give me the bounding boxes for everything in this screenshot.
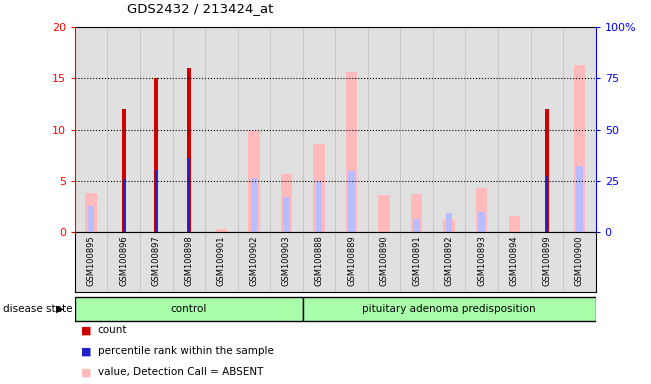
Text: GSM100892: GSM100892 — [445, 235, 454, 286]
Bar — [576, 166, 583, 232]
Bar — [281, 174, 292, 232]
Bar — [313, 144, 325, 232]
Bar — [478, 212, 485, 232]
Bar — [85, 193, 97, 232]
Bar — [123, 179, 125, 232]
Text: value, Detection Call = ABSENT: value, Detection Call = ABSENT — [98, 367, 263, 377]
Bar — [188, 158, 190, 232]
Bar — [122, 109, 126, 232]
Text: GSM100896: GSM100896 — [119, 235, 128, 286]
Text: percentile rank within the sample: percentile rank within the sample — [98, 346, 273, 356]
Bar — [251, 178, 257, 232]
Text: GSM100898: GSM100898 — [184, 235, 193, 286]
Bar — [443, 219, 455, 232]
Text: GSM100895: GSM100895 — [87, 235, 96, 286]
Bar — [283, 197, 290, 232]
Bar — [88, 205, 94, 232]
Text: GSM100899: GSM100899 — [542, 235, 551, 286]
Text: GSM100903: GSM100903 — [282, 235, 291, 286]
FancyBboxPatch shape — [303, 297, 596, 321]
Text: count: count — [98, 325, 127, 335]
Bar — [545, 109, 549, 232]
Bar — [154, 78, 158, 232]
Text: GSM100889: GSM100889 — [347, 235, 356, 286]
Bar — [348, 170, 355, 232]
Text: ■: ■ — [81, 346, 92, 356]
Bar — [411, 194, 422, 232]
Bar — [316, 181, 322, 232]
Text: GSM100893: GSM100893 — [477, 235, 486, 286]
Bar — [413, 219, 420, 232]
Bar — [446, 213, 452, 232]
Text: GSM100901: GSM100901 — [217, 235, 226, 286]
Text: GSM100897: GSM100897 — [152, 235, 161, 286]
Text: GSM100890: GSM100890 — [380, 235, 389, 286]
Text: GSM100900: GSM100900 — [575, 235, 584, 286]
Text: ■: ■ — [81, 325, 92, 335]
Text: ■: ■ — [81, 367, 92, 377]
FancyBboxPatch shape — [75, 297, 303, 321]
Bar — [215, 229, 227, 232]
Bar — [187, 68, 191, 232]
Text: GSM100888: GSM100888 — [314, 235, 324, 286]
Bar — [574, 65, 585, 232]
Bar — [508, 216, 520, 232]
Bar — [346, 72, 357, 232]
Bar — [476, 188, 488, 232]
Text: GSM100902: GSM100902 — [249, 235, 258, 286]
Text: GDS2432 / 213424_at: GDS2432 / 213424_at — [127, 2, 273, 15]
Text: control: control — [171, 304, 207, 314]
Bar — [546, 176, 548, 232]
Bar — [156, 170, 158, 232]
Text: ▶: ▶ — [56, 304, 64, 314]
Text: GSM100894: GSM100894 — [510, 235, 519, 286]
Text: disease state: disease state — [3, 304, 73, 314]
Bar — [248, 131, 260, 232]
Bar — [378, 195, 390, 232]
Text: pituitary adenoma predisposition: pituitary adenoma predisposition — [363, 304, 536, 314]
Text: GSM100891: GSM100891 — [412, 235, 421, 286]
